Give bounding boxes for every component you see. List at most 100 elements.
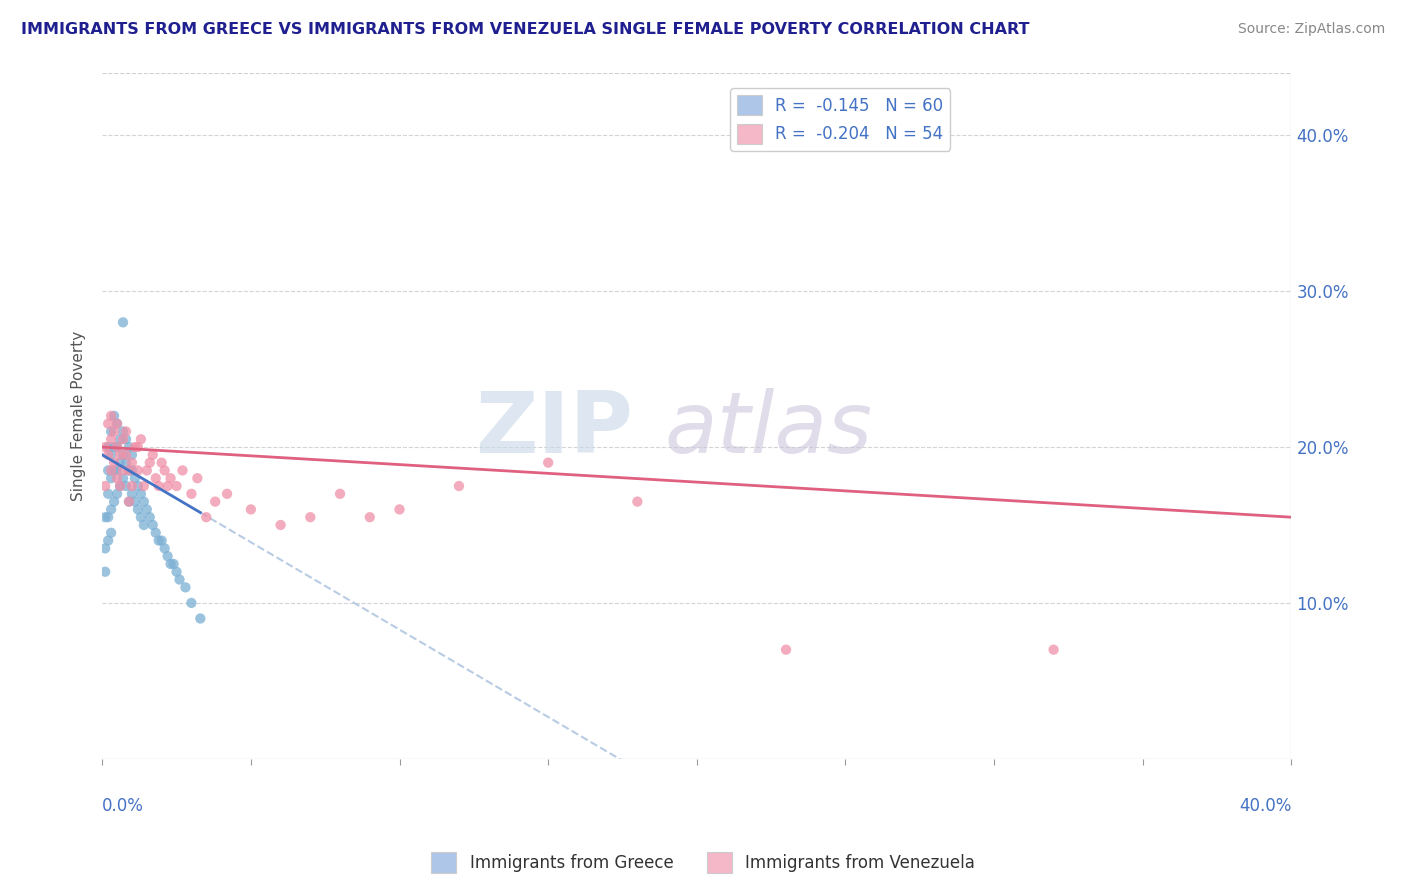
Point — [359, 510, 381, 524]
Point — [166, 479, 188, 493]
Point — [127, 463, 149, 477]
Point — [100, 471, 122, 485]
Point — [239, 502, 262, 516]
Point — [145, 471, 167, 485]
Point — [174, 580, 197, 594]
Point — [139, 510, 162, 524]
Point — [111, 448, 134, 462]
Point — [121, 479, 143, 493]
Point — [100, 432, 122, 446]
Point — [150, 456, 173, 470]
Point — [447, 479, 470, 493]
Point — [97, 448, 120, 462]
Legend: R =  -0.145   N = 60, R =  -0.204   N = 54: R = -0.145 N = 60, R = -0.204 N = 54 — [730, 88, 950, 151]
Point — [105, 463, 128, 477]
Point — [100, 448, 122, 462]
Point — [180, 487, 202, 501]
Point — [135, 502, 157, 516]
Point — [142, 448, 165, 462]
Point — [162, 557, 184, 571]
Point — [94, 565, 117, 579]
Point — [186, 471, 208, 485]
Point — [97, 417, 120, 431]
Point — [108, 456, 131, 470]
Point — [97, 487, 120, 501]
Point — [299, 510, 322, 524]
Point — [153, 463, 176, 477]
Text: 0.0%: 0.0% — [103, 797, 143, 814]
Point — [188, 611, 211, 625]
Point — [118, 463, 141, 477]
Text: IMMIGRANTS FROM GREECE VS IMMIGRANTS FROM VENEZUELA SINGLE FEMALE POVERTY CORREL: IMMIGRANTS FROM GREECE VS IMMIGRANTS FRO… — [21, 22, 1029, 37]
Point — [108, 479, 131, 493]
Point — [329, 487, 352, 501]
Point — [135, 463, 157, 477]
Point — [159, 471, 181, 485]
Point — [115, 448, 138, 462]
Point — [103, 456, 125, 470]
Point — [121, 456, 143, 470]
Point — [537, 456, 560, 470]
Point — [103, 440, 125, 454]
Point — [153, 541, 176, 556]
Point — [127, 502, 149, 516]
Y-axis label: Single Female Poverty: Single Female Poverty — [72, 331, 86, 501]
Point — [97, 463, 120, 477]
Point — [105, 417, 128, 431]
Point — [129, 487, 152, 501]
Point — [145, 525, 167, 540]
Point — [270, 518, 292, 533]
Point — [108, 479, 131, 493]
Point — [124, 471, 146, 485]
Point — [166, 565, 188, 579]
Point — [124, 440, 146, 454]
Point — [115, 432, 138, 446]
Point — [159, 557, 181, 571]
Point — [100, 525, 122, 540]
Point — [127, 440, 149, 454]
Point — [100, 502, 122, 516]
Point — [180, 596, 202, 610]
Point — [156, 479, 179, 493]
Point — [97, 533, 120, 548]
Point — [115, 425, 138, 439]
Point — [100, 425, 122, 439]
Point — [118, 440, 141, 454]
Point — [94, 541, 117, 556]
Text: 40.0%: 40.0% — [1239, 797, 1292, 814]
Point — [124, 494, 146, 508]
Point — [103, 409, 125, 423]
Point — [121, 463, 143, 477]
Point — [111, 471, 134, 485]
Point — [129, 432, 152, 446]
Point — [118, 494, 141, 508]
Point — [150, 533, 173, 548]
Point — [121, 448, 143, 462]
Point — [94, 440, 117, 454]
Point — [129, 510, 152, 524]
Text: ZIP: ZIP — [475, 388, 633, 471]
Point — [111, 315, 134, 329]
Point — [139, 456, 162, 470]
Point — [115, 456, 138, 470]
Point — [94, 479, 117, 493]
Point — [105, 471, 128, 485]
Point — [626, 494, 648, 508]
Point — [105, 487, 128, 501]
Point — [97, 440, 120, 454]
Point — [111, 432, 134, 446]
Point — [105, 440, 128, 454]
Point — [121, 487, 143, 501]
Point — [148, 533, 170, 548]
Point — [217, 487, 239, 501]
Point — [118, 463, 141, 477]
Point — [118, 494, 141, 508]
Text: atlas: atlas — [664, 388, 872, 471]
Text: Source: ZipAtlas.com: Source: ZipAtlas.com — [1237, 22, 1385, 37]
Point — [108, 432, 131, 446]
Point — [111, 463, 134, 477]
Point — [172, 463, 194, 477]
Point — [100, 409, 122, 423]
Point — [127, 479, 149, 493]
Point — [97, 510, 120, 524]
